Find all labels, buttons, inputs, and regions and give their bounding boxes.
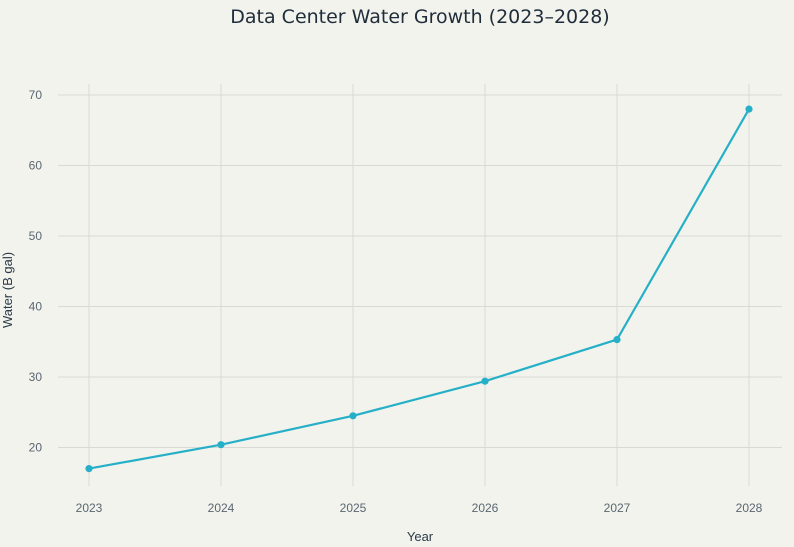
x-tick-label: 2028 [736, 501, 763, 515]
grid [58, 84, 782, 486]
data-point [85, 465, 93, 473]
x-axis-label: Year [407, 529, 434, 544]
x-tick-label: 2026 [472, 501, 499, 515]
data-point [217, 441, 225, 449]
y-axis-label: Water (B gal) [0, 252, 15, 328]
y-tick-label: 60 [29, 159, 43, 173]
data-point [349, 412, 357, 420]
x-tick-label: 2025 [340, 501, 367, 515]
data-points [85, 105, 753, 473]
x-tick-label: 2023 [76, 501, 103, 515]
y-tick-label: 40 [29, 300, 43, 314]
data-point [481, 377, 489, 385]
tick-labels: 2023 2024 2025 2026 2027 2028 20 30 40 50 60 70 [29, 88, 763, 515]
y-tick-label: 30 [29, 370, 43, 384]
x-tick-label: 2027 [604, 501, 631, 515]
y-tick-label: 70 [29, 88, 43, 102]
x-tick-label: 2024 [208, 501, 235, 515]
data-point [745, 105, 753, 113]
data-point [613, 336, 621, 344]
series-line [88, 108, 750, 470]
y-tick-label: 20 [29, 441, 43, 455]
y-tick-label: 50 [29, 229, 43, 243]
chart-title: Data Center Water Growth (2023–2028) [230, 6, 609, 28]
